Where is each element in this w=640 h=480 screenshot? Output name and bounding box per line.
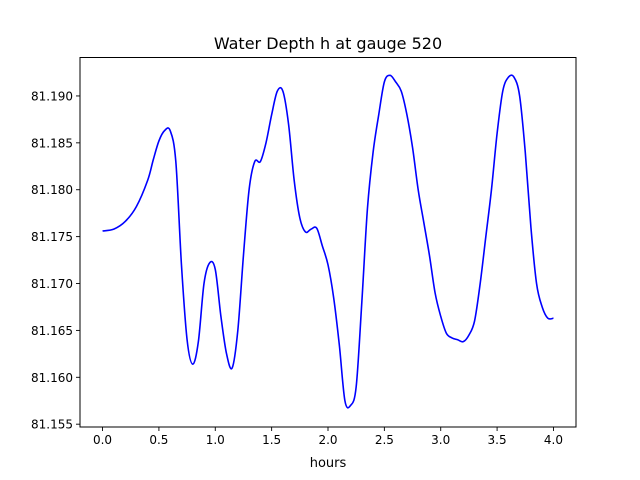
x-tick-label: 2.0: [318, 433, 337, 447]
y-axis-ticks: 81.155 81.160 81.165 81.170 81.175 81.180 81.1…: [31, 89, 80, 432]
y-tick-label: 81.155: [31, 418, 73, 432]
series-line: [102, 74, 554, 409]
x-tick-label: 0.5: [149, 433, 168, 447]
y-tick-label: 81.175: [31, 230, 73, 244]
x-tick-label: 1.5: [262, 433, 281, 447]
x-tick-label: 2.5: [375, 433, 394, 447]
y-tick-label: 81.180: [31, 183, 73, 197]
series-layer: [102, 74, 554, 409]
x-tick-label: 1.0: [206, 433, 225, 447]
y-tick-label: 81.185: [31, 136, 73, 150]
y-tick-label: 81.160: [31, 371, 73, 385]
x-axis-label: hours: [310, 456, 347, 471]
x-tick-label: 0.0: [93, 433, 112, 447]
x-axis-ticks: 0.0 0.5 1.0 1.5 2.0 2.5 3.0 3.5 4.0: [93, 427, 563, 447]
x-tick-label: 3.5: [488, 433, 507, 447]
x-tick-label: 4.0: [544, 433, 563, 447]
y-tick-label: 81.170: [31, 277, 73, 291]
y-tick-label: 81.165: [31, 324, 73, 338]
chart-title: Water Depth h at gauge 520: [214, 34, 442, 53]
y-tick-label: 81.190: [31, 89, 73, 103]
x-tick-label: 3.0: [431, 433, 450, 447]
